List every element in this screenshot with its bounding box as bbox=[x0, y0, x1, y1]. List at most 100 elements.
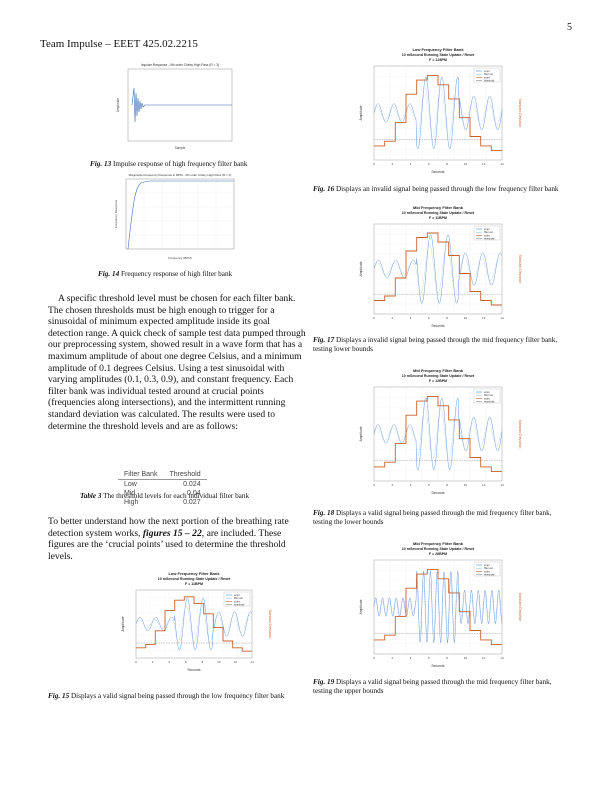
x-axis-label: Seconds bbox=[431, 664, 444, 668]
fig15-title-line: 10 mSecond Running State Update / Reset bbox=[158, 577, 231, 581]
fig13-caption-label: Fig. 13 bbox=[90, 160, 112, 168]
x-tick-label: 12 bbox=[482, 656, 486, 660]
fig18-title-line: 10 mSecond Running State Update / Reset bbox=[402, 374, 475, 378]
y2-axis-label: Standard Deviation bbox=[518, 593, 522, 622]
table-row: Low 0.024 bbox=[118, 480, 207, 490]
x-tick-label: 6 bbox=[185, 660, 187, 664]
stdev-series-line bbox=[374, 232, 502, 306]
x-tick-label: 0 bbox=[373, 483, 375, 487]
table-cell: Mid bbox=[124, 490, 136, 497]
x-tick-label: 2 bbox=[391, 162, 393, 166]
legend-entry: filter out bbox=[484, 231, 493, 234]
signal-series-line bbox=[373, 76, 503, 150]
fig16-title-line: 10 mSecond Running State Update / Reset bbox=[402, 53, 475, 57]
x-tick-label: 0 bbox=[373, 316, 375, 320]
fig15-caption: Fig. 15 Displays a valid signal being pa… bbox=[48, 692, 298, 701]
legend-entry: threshold bbox=[484, 80, 495, 83]
fig19-caption-label: Fig. 19 bbox=[313, 678, 335, 686]
body-paragraph-1: A specific threshold level must be chose… bbox=[48, 293, 306, 432]
x-tick-label: 12 bbox=[482, 316, 486, 320]
y-axis-label: Amplitude bbox=[359, 426, 363, 441]
x-tick-label: 4 bbox=[410, 483, 412, 487]
stdev-series-line bbox=[374, 568, 502, 646]
x-axis-label: Seconds bbox=[431, 170, 444, 174]
x-tick-label: 2 bbox=[391, 483, 393, 487]
x-tick-label: 4 bbox=[410, 162, 412, 166]
x-tick-label: 12 bbox=[234, 660, 238, 664]
table-header: Threshold bbox=[163, 470, 207, 480]
fig18-figure: Mid Frequency Filter Bank 10 mSecond Runn… bbox=[356, 367, 524, 497]
fig15-title-line: Low Frequency Filter Bank bbox=[168, 571, 220, 576]
table-row: Mid 0.04 bbox=[118, 489, 207, 498]
x-tick-label: 2 bbox=[391, 316, 393, 320]
fig19-title-line: 10 mSecond Running State Update / Reset bbox=[402, 547, 475, 551]
legend-entry: empi bbox=[484, 564, 490, 567]
fig19-title-line: F = 28BPM bbox=[429, 552, 447, 556]
fig14-ylabel: Frequency Response bbox=[114, 199, 118, 228]
table-header: Filter Bank bbox=[118, 470, 164, 480]
x-tick-label: 8 bbox=[446, 316, 448, 320]
x-tick-label: 8 bbox=[446, 162, 448, 166]
x-axis-label: Seconds bbox=[187, 668, 200, 672]
fig13-title: Impulse Response - 9th order Cheby High … bbox=[141, 63, 219, 67]
figure-reference: figures 15 – 22 bbox=[142, 527, 202, 539]
x-tick-label: 6 bbox=[428, 162, 430, 166]
fig18-title-line: F = 12BPM bbox=[429, 379, 447, 383]
fig17-caption-text: Displays a invalid signal being passed t… bbox=[313, 336, 558, 353]
fig14-caption-label: Fig. 14 bbox=[98, 270, 120, 278]
table-cell: Low bbox=[124, 481, 137, 488]
running-header: Team Impulse – EEET 425.02.2215 bbox=[40, 38, 198, 50]
y-axis-label: Amplitude bbox=[121, 616, 125, 631]
signal-series-line bbox=[373, 397, 503, 471]
legend-entry: stdev bbox=[484, 234, 491, 237]
legend-entry: threshold bbox=[484, 574, 495, 577]
paragraph2-start: To better understand how the next portio… bbox=[48, 516, 289, 539]
fig13-ylabel: Amplitude bbox=[116, 98, 120, 112]
fig18-title-line: Mid Frequency Filter Bank bbox=[413, 368, 464, 373]
table3-caption-text: The threshold levels for each individual… bbox=[101, 492, 250, 500]
legend-entry: stdev bbox=[234, 600, 241, 603]
x-tick-label: 2 bbox=[391, 656, 393, 660]
fig13-caption: Fig. 13 Impulse response of high frequen… bbox=[90, 160, 248, 169]
x-axis-label: Seconds bbox=[431, 491, 444, 495]
fig16-caption-label: Fig. 16 bbox=[313, 185, 335, 193]
signal-series-line bbox=[373, 234, 503, 304]
legend-entry: empi bbox=[234, 594, 240, 597]
x-tick-label: 0 bbox=[135, 660, 137, 664]
x-tick-label: 14 bbox=[250, 660, 254, 664]
legend-entry: stdev bbox=[484, 76, 491, 79]
fig15-caption-text: Displays a valid signal being passed thr… bbox=[69, 692, 285, 700]
legend-entry: empi bbox=[484, 228, 490, 231]
legend-entry: threshold bbox=[484, 238, 495, 241]
fig17-title-line: 10 mSecond Running State Update / Reset bbox=[402, 211, 475, 215]
fig14-caption-text: Frequency response of high filter bank bbox=[119, 270, 233, 278]
fig14-xlabel: Frequency (BPM) bbox=[168, 256, 192, 260]
filtered-series-line bbox=[373, 87, 503, 139]
paragraph2-end: , are included. These figures are the ‘c… bbox=[48, 527, 286, 562]
x-tick-label: 6 bbox=[428, 656, 430, 660]
legend-entry: threshold bbox=[484, 401, 495, 404]
fig14-caption: Fig. 14 Frequency response of high filte… bbox=[98, 270, 232, 279]
table-cell: 0.024 bbox=[183, 481, 201, 488]
legend-entry: filter out bbox=[484, 567, 493, 570]
x-tick-label: 10 bbox=[464, 162, 468, 166]
x-tick-label: 4 bbox=[168, 660, 170, 664]
x-tick-label: 6 bbox=[428, 483, 430, 487]
x-tick-label: 10 bbox=[464, 656, 468, 660]
y2-axis-label: Standard Deviation bbox=[518, 420, 522, 449]
x-tick-label: 12 bbox=[482, 162, 486, 166]
filtered-series-line bbox=[373, 408, 503, 460]
fig17-figure: Mid Frequency Filter Bank 10 mSecond Runn… bbox=[356, 204, 524, 330]
x-tick-label: 0 bbox=[373, 656, 375, 660]
y2-axis-label: Standard Deviation bbox=[268, 610, 272, 639]
fig17-caption: Fig. 17 Displays a invalid signal being … bbox=[313, 336, 568, 354]
x-tick-label: 4 bbox=[410, 316, 412, 320]
x-tick-label: 14 bbox=[500, 483, 504, 487]
legend-entry: empi bbox=[484, 70, 490, 73]
fig19-caption: Fig. 19 Displays a valid signal being pa… bbox=[313, 678, 568, 696]
x-tick-label: 0 bbox=[373, 162, 375, 166]
fig16-caption-text: Displays an invalid signal being passed … bbox=[334, 185, 559, 193]
fig16-caption: Fig. 16 Displays an invalid signal being… bbox=[313, 185, 568, 194]
fig17-caption-label: Fig. 17 bbox=[313, 336, 335, 344]
filtered-series-line bbox=[373, 244, 503, 294]
